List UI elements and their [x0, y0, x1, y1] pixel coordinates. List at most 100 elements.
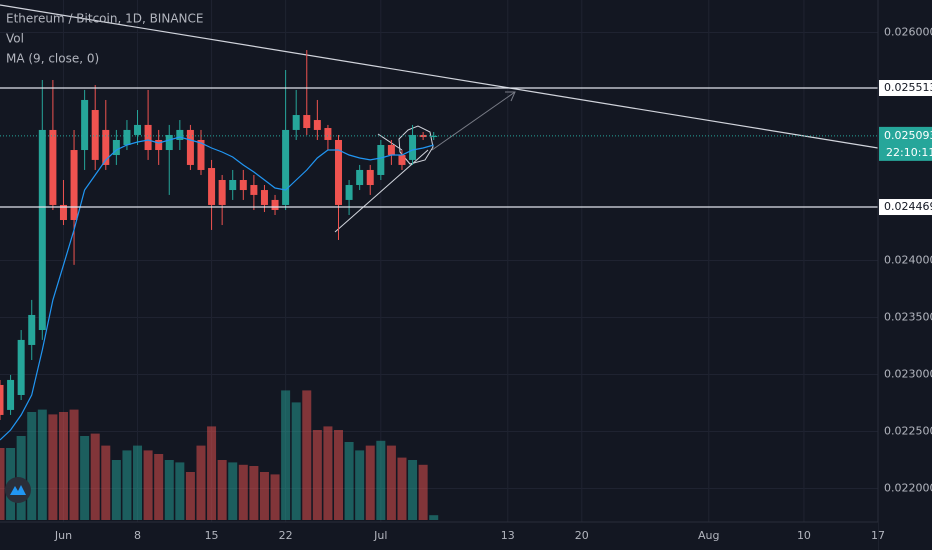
x-tick-label: 10 [797, 529, 811, 542]
candle-body [38, 129, 46, 331]
y-tick-label: 0.026000 [884, 25, 932, 38]
volume-bar [185, 472, 195, 520]
volume-bar [207, 426, 217, 520]
volume-bar [376, 440, 386, 520]
level-label-box [879, 80, 932, 97]
candle-body [324, 128, 332, 140]
time-axis [0, 522, 878, 550]
candle-body [218, 180, 226, 205]
volume-bar [344, 442, 354, 520]
volume-bar [270, 474, 280, 520]
volume-bar [90, 433, 100, 520]
last-price-label: 0.025093 [884, 129, 932, 142]
candle-body [335, 139, 343, 205]
x-tick-label: 20 [575, 529, 589, 542]
candle-body [0, 384, 4, 415]
volume-bar [302, 390, 312, 520]
candle-body [134, 124, 142, 135]
arrow-head [505, 91, 516, 102]
resistance-line [377, 133, 403, 151]
candle-body [197, 139, 205, 170]
x-tick-label: Aug [698, 529, 719, 542]
candle-body [345, 185, 353, 200]
volume-bar [281, 390, 291, 520]
highlight-shape [398, 125, 434, 165]
candle-body [144, 124, 152, 151]
candle-body [303, 115, 311, 129]
candle-body [409, 134, 417, 160]
logo[interactable] [5, 477, 31, 503]
candle-body [229, 180, 237, 191]
candle-body [186, 129, 194, 165]
x-tick-label: 13 [501, 529, 515, 542]
candle-body [28, 314, 36, 345]
overlay [0, 87, 878, 208]
volume-bar [249, 466, 259, 520]
axes: 0.026000 0.024000 0.023500 0.023000 0.022500… [54, 25, 932, 542]
y-tick-label: 0.023000 [884, 367, 932, 380]
volume-bar [80, 436, 90, 520]
candle-body [260, 190, 268, 205]
volume-bar [365, 445, 375, 520]
candle-body [155, 139, 163, 151]
candle-body [123, 129, 131, 146]
candle-body [70, 150, 78, 221]
volume-bar [228, 462, 238, 520]
volume-bar [312, 430, 322, 520]
candle-body [49, 129, 57, 205]
ma-legend[interactable]: MA (9, close, 0) [6, 52, 99, 66]
x-tick-label: 15 [205, 529, 219, 542]
volume-bar [0, 448, 5, 520]
candle-body [7, 379, 15, 410]
volume-bar [58, 412, 68, 520]
x-tick-label: 8 [134, 529, 141, 542]
volume-bar [37, 409, 47, 520]
volume-bar [48, 414, 58, 520]
trend-line [0, 4, 879, 149]
candle-body [17, 339, 25, 395]
volume-pane [0, 390, 439, 520]
candle-body [366, 169, 374, 186]
candle-body [292, 115, 300, 130]
volume-bar [133, 445, 143, 520]
y-tick-label: 0.024000 [884, 253, 932, 266]
volume-bar [397, 457, 407, 520]
candle-body [356, 169, 364, 186]
grid [0, 0, 879, 522]
volume-bar [355, 450, 365, 520]
volume-bar [101, 445, 111, 520]
level-label: 0.025513 [884, 81, 932, 94]
y-tick-label: 0.022500 [884, 424, 932, 437]
candle-body [282, 129, 290, 205]
candle-body [377, 145, 385, 175]
ma-line [0, 136, 434, 441]
volume-bar [217, 460, 227, 520]
candle-body [165, 134, 173, 151]
x-tick-label: Jul [373, 529, 387, 542]
symbol-title[interactable]: Ethereum / Bitcoin, 1D, BINANCE [6, 12, 203, 26]
candle-body [271, 199, 279, 210]
candle-body [112, 139, 120, 156]
y-tick-label: 0.023500 [884, 310, 932, 323]
volume-bar [259, 472, 269, 520]
candle-body [81, 99, 89, 151]
volume-bar [111, 460, 121, 520]
volume-bar [143, 450, 153, 520]
candle-body [313, 120, 321, 130]
projection-arrow [431, 91, 516, 151]
candle-body [208, 168, 216, 205]
volume-bar [69, 409, 79, 520]
candle-body [387, 145, 395, 156]
volume-bar [418, 464, 428, 520]
volume-bar [386, 445, 396, 520]
candle-body [239, 180, 247, 191]
volume-bar [323, 426, 333, 520]
volume-bar [154, 454, 164, 520]
candle-body [398, 155, 406, 165]
volume-bar [429, 515, 439, 520]
volume-bar [122, 450, 132, 520]
x-tick-label: 22 [279, 529, 293, 542]
volume-legend[interactable]: Vol [6, 32, 24, 46]
